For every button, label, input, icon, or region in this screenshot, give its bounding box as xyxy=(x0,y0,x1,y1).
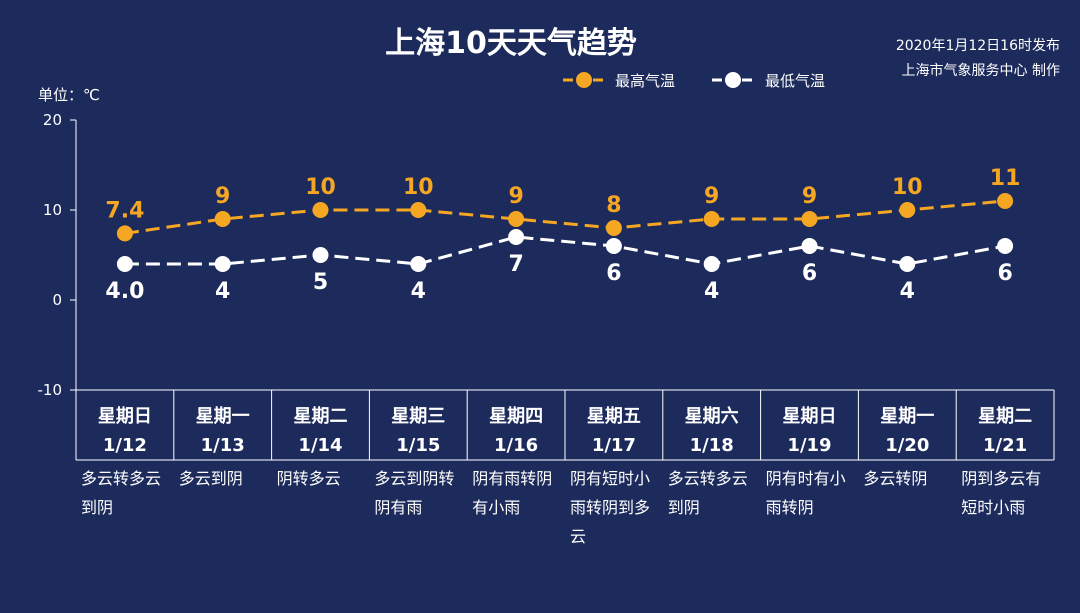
point-high xyxy=(312,202,329,218)
data-label-low: 6 xyxy=(606,261,621,286)
point-low xyxy=(312,247,329,263)
point-low xyxy=(605,238,622,254)
day-name: 星期一 xyxy=(196,406,250,427)
data-label-high: 10 xyxy=(305,175,336,200)
weather-desc: 阴有短时小 xyxy=(570,469,650,488)
point-high xyxy=(703,211,720,227)
day-name: 星期一 xyxy=(880,406,934,427)
unit-label: 单位：℃ xyxy=(38,86,100,104)
data-label-low: 4 xyxy=(215,279,230,304)
day-name: 星期三 xyxy=(391,406,445,427)
legend: 最高气温 最低气温 xyxy=(563,72,825,90)
y-axis: 20 10 0 -10 xyxy=(38,111,77,399)
day-date: 1/17 xyxy=(592,435,636,456)
point-high xyxy=(214,211,231,227)
data-label-high: 9 xyxy=(215,184,230,209)
y-tick-label: 20 xyxy=(43,111,62,129)
data-label-low: 5 xyxy=(313,270,328,295)
data-label-low: 6 xyxy=(802,261,817,286)
point-high xyxy=(801,211,818,227)
data-label-high: 9 xyxy=(704,184,719,209)
data-label-high: 11 xyxy=(990,166,1021,191)
day-name: 星期六 xyxy=(685,405,739,427)
day-name: 星期日 xyxy=(98,406,152,427)
weather-desc: 阴有时有小 xyxy=(766,469,846,488)
day-date: 1/15 xyxy=(396,435,440,456)
weather-desc: 到阴 xyxy=(668,498,700,517)
point-low xyxy=(997,238,1014,254)
day-date: 1/19 xyxy=(787,435,831,456)
weather-desc: 云 xyxy=(570,527,586,546)
point-high xyxy=(997,193,1014,209)
y-tick-label: 0 xyxy=(52,291,62,309)
point-low xyxy=(801,238,818,254)
weather-desc: 阴转多云 xyxy=(277,469,341,488)
data-label-low: 4 xyxy=(704,279,719,304)
weather-desc: 雨转阴 xyxy=(766,498,814,517)
data-label-low: 4 xyxy=(411,279,426,304)
point-low xyxy=(410,256,427,272)
data-label-high: 9 xyxy=(802,184,817,209)
weather-desc: 多云到阴转 xyxy=(374,469,454,488)
day-name: 星期日 xyxy=(783,406,837,427)
day-date: 1/14 xyxy=(298,435,342,456)
weather-desc: 阴到多云有 xyxy=(961,469,1041,488)
weather-desc: 短时小雨 xyxy=(961,498,1025,517)
point-low xyxy=(214,256,231,272)
data-label-low: 6 xyxy=(997,261,1012,286)
point-high xyxy=(116,225,133,242)
weather-desc: 多云到阴 xyxy=(179,469,243,488)
day-date: 1/21 xyxy=(983,435,1027,456)
weather-desc: 阴有雨转阴 xyxy=(472,469,552,488)
series-line-high xyxy=(124,199,1006,235)
legend-low-label: 最低气温 xyxy=(765,72,825,90)
day-name: 星期二 xyxy=(294,406,348,427)
producer-note: 上海市气象服务中心 制作 xyxy=(902,62,1060,79)
day-date: 1/12 xyxy=(103,435,147,456)
data-label-high: 8 xyxy=(606,193,621,218)
series-line-low xyxy=(124,235,1006,266)
data-label-low: 4.0 xyxy=(105,279,144,304)
point-low xyxy=(703,256,720,272)
day-name: 星期五 xyxy=(587,406,641,427)
point-low xyxy=(508,229,525,245)
point-high xyxy=(410,202,427,218)
day-date: 1/20 xyxy=(885,435,929,456)
point-high xyxy=(605,220,622,236)
point-high xyxy=(899,202,916,218)
point-low xyxy=(899,256,916,272)
legend-low-marker xyxy=(725,72,741,88)
data-label-high: 10 xyxy=(892,175,923,200)
weather-desc: 到阴 xyxy=(81,498,113,517)
day-name: 星期四 xyxy=(489,406,543,427)
day-date: 1/18 xyxy=(690,435,734,456)
day-name: 星期二 xyxy=(978,406,1032,427)
legend-high-marker xyxy=(576,72,592,88)
publish-time: 2020年1月12日16时发布 xyxy=(896,38,1060,54)
point-low xyxy=(116,256,133,272)
weather-desc: 多云转多云 xyxy=(668,469,748,488)
data-label-high: 9 xyxy=(508,184,523,209)
y-tick-label: -10 xyxy=(38,381,63,399)
data-label-low: 4 xyxy=(900,279,915,304)
data-label-low: 7 xyxy=(508,252,523,277)
data-label-high: 7.4 xyxy=(105,198,144,223)
y-tick-label: 10 xyxy=(43,201,62,219)
day-date: 1/16 xyxy=(494,435,538,456)
day-date: 1/13 xyxy=(201,435,245,456)
plot-area: 7.4 9 10 10 9 8 9 9 10 11 4.0 4 5 4 7 6 4 6 4 6 xyxy=(105,166,1020,304)
weather-desc: 有小雨 xyxy=(472,498,520,517)
weather-desc: 多云转多云 xyxy=(81,469,161,488)
weather-desc: 多云转阴 xyxy=(863,469,927,488)
weather-desc: 雨转阴到多 xyxy=(570,498,650,517)
point-high xyxy=(508,211,525,227)
legend-high-label: 最高气温 xyxy=(615,72,675,90)
data-label-high: 10 xyxy=(403,175,434,200)
chart-title: 上海10天天气趋势 xyxy=(385,26,637,61)
weather-desc: 阴有雨 xyxy=(374,498,422,517)
